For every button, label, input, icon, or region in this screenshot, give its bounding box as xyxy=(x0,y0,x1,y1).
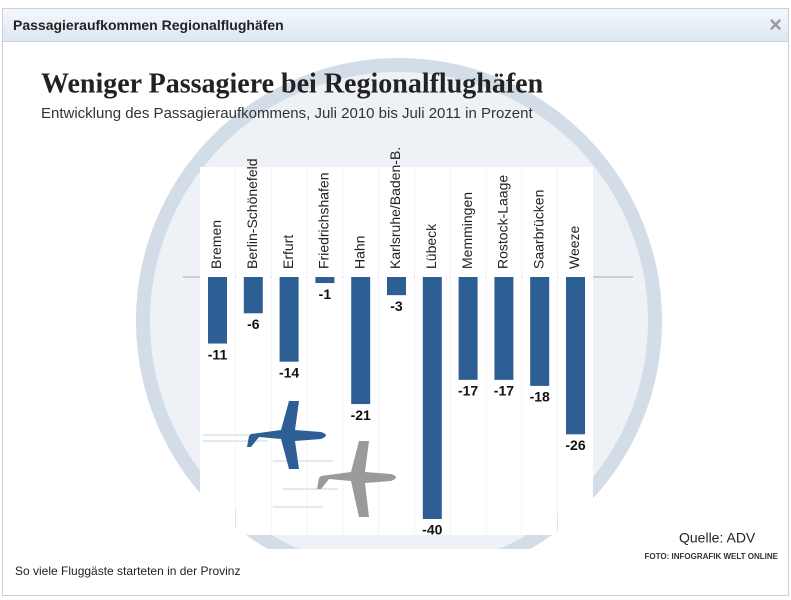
value-label: -1 xyxy=(319,286,332,302)
column-stripe xyxy=(307,167,343,535)
column-stripe xyxy=(235,167,271,535)
plane-gray xyxy=(317,441,396,517)
value-label: -11 xyxy=(208,346,228,362)
value-label: -40 xyxy=(422,522,442,538)
close-button[interactable]: × xyxy=(769,12,782,37)
chart-subtitle: Entwicklung des Passagieraufkommens, Jul… xyxy=(41,105,533,122)
bar xyxy=(208,277,227,344)
bar xyxy=(458,277,478,380)
category-label: Bremen xyxy=(208,220,224,269)
category-label: Erfurt xyxy=(280,235,296,269)
value-label: -14 xyxy=(279,364,299,380)
bar xyxy=(422,277,442,519)
source: Quelle: ADV xyxy=(679,530,756,546)
category-label: Karlsruhe/Baden-B. xyxy=(387,147,403,269)
window-title: Passagieraufkommen Regionalflughäfen xyxy=(13,17,284,33)
column-stripe xyxy=(200,167,235,535)
credit: FOTO: INFOGRAFIK WELT ONLINE xyxy=(644,552,778,561)
plane-blue xyxy=(247,401,326,469)
bar xyxy=(387,277,406,296)
bar xyxy=(279,277,299,362)
value-label: -17 xyxy=(494,383,514,399)
value-label: -6 xyxy=(247,316,260,332)
category-label: Saarbrücken xyxy=(530,190,546,269)
speed-lines xyxy=(203,434,338,508)
bar xyxy=(566,277,585,435)
category-label: Friedrichshafen xyxy=(316,173,332,270)
category-label: Memmingen xyxy=(459,192,475,269)
bar xyxy=(351,277,371,405)
category-label: Berlin-Schönefeld xyxy=(244,158,260,269)
title-bar: Passagieraufkommen Regionalflughäfen × xyxy=(3,9,788,42)
value-label: -21 xyxy=(351,407,371,423)
value-label: -18 xyxy=(530,389,550,405)
category-label: Lübeck xyxy=(423,223,439,269)
chart: Weniger Passagiere bei Regionalflughäfen… xyxy=(23,49,773,549)
caption: So viele Fluggäste starteten in der Prov… xyxy=(15,564,241,578)
category-label: Weeze xyxy=(566,225,582,269)
lightbox: Passagieraufkommen Regionalflughäfen × W… xyxy=(2,8,789,596)
value-label: -17 xyxy=(458,383,478,399)
bar xyxy=(494,277,514,380)
category-label: Rostock-Laage xyxy=(495,175,511,269)
value-label: -26 xyxy=(565,437,585,453)
category-label: Hahn xyxy=(351,236,367,269)
chart-title: Weniger Passagiere bei Regionalflughäfen xyxy=(41,68,544,99)
bar xyxy=(315,277,335,284)
bar xyxy=(243,277,263,314)
value-label: -3 xyxy=(390,298,403,314)
bar xyxy=(530,277,550,386)
